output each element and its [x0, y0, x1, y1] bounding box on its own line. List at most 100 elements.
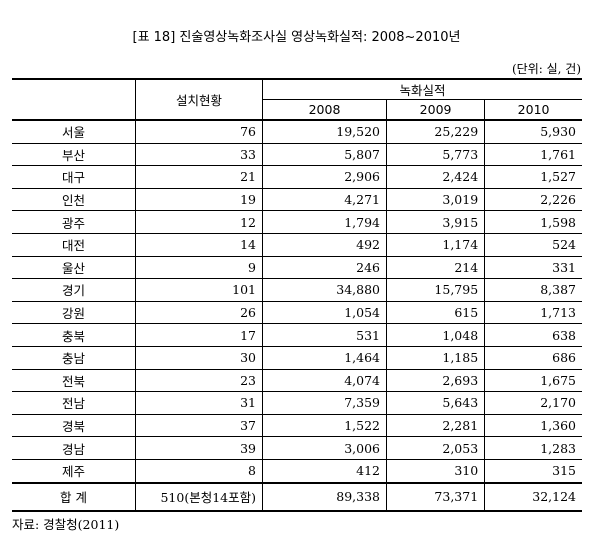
header-cell: 2010	[484, 99, 582, 121]
cell: 510(본청14포함)	[135, 481, 263, 512]
cell: 5,643	[385, 391, 486, 415]
cell: 412	[262, 458, 387, 484]
cell: 25,229	[385, 119, 486, 144]
row-label: 충북	[12, 323, 136, 347]
cell: 101	[135, 278, 263, 302]
total-row: 합 계 510(본청14포함) 89,338 73,371 32,124	[12, 481, 582, 512]
cell: 26	[135, 300, 263, 325]
cell: 2,170	[484, 391, 582, 415]
cell: 531	[262, 323, 387, 347]
cell: 21	[135, 165, 263, 189]
row-label: 제주	[12, 458, 136, 484]
cell: 17	[135, 323, 263, 347]
row-label: 전남	[12, 391, 136, 415]
data-row: 서울 76 19,520 25,229 5,930	[12, 119, 582, 144]
data-row: 제주 8 412 310 315	[12, 458, 582, 484]
cell: 1,598	[484, 210, 582, 234]
row-label: 대전	[12, 232, 136, 257]
data-row: 인천 19 4,271 3,019 2,226	[12, 187, 582, 212]
cell: 34,880	[262, 278, 387, 302]
cell: 3,019	[385, 187, 486, 212]
cell: 2,693	[385, 368, 486, 393]
data-row: 대구 21 2,906 2,424 1,527	[12, 165, 582, 189]
cell: 8,387	[484, 278, 582, 302]
row-label: 합 계	[12, 481, 136, 512]
cell: 2,226	[484, 187, 582, 212]
cell: 37	[135, 413, 263, 438]
row-label: 전북	[12, 368, 136, 393]
cell: 1,713	[484, 300, 582, 325]
cell: 214	[385, 255, 486, 280]
cell: 31	[135, 391, 263, 415]
cell: 5,807	[262, 142, 387, 167]
unit-note: (단위: 실, 건)	[511, 62, 581, 76]
cell: 1,522	[262, 413, 387, 438]
cell: 9	[135, 255, 263, 280]
cell: 1,527	[484, 165, 582, 189]
cell: 310	[385, 458, 486, 484]
cell: 331	[484, 255, 582, 280]
header-row: 2008 2009 2010	[12, 99, 582, 121]
cell: 32,124	[484, 481, 582, 512]
data-row: 부산 33 5,807 5,773 1,761	[12, 142, 582, 167]
data-row: 강원 26 1,054 615 1,713	[12, 300, 582, 325]
cell: 1,675	[484, 368, 582, 393]
cell: 30	[135, 345, 263, 370]
cell: 315	[484, 458, 582, 484]
cell: 524	[484, 232, 582, 257]
data-row: 울산 9 246 214 331	[12, 255, 582, 280]
table-body: 설치현황 녹화실적 2008 2009 2010 서울 76 19,520 25,22…	[12, 78, 582, 512]
cell: 19	[135, 187, 263, 212]
data-table: 설치현황 녹화실적 2008 2009 2010 서울 76 19,520 25,22…	[12, 78, 582, 512]
cell: 1,464	[262, 345, 387, 370]
cell: 1,185	[385, 345, 486, 370]
cell: 7,359	[262, 391, 387, 415]
cell: 5,773	[385, 142, 486, 167]
header-row: 설치현황 녹화실적	[12, 78, 582, 121]
cell: 1,360	[484, 413, 582, 438]
cell: 1,048	[385, 323, 486, 347]
row-label: 대구	[12, 165, 136, 189]
data-row: 경기 101 34,880 15,795 8,387	[12, 278, 582, 302]
row-label: 경기	[12, 278, 136, 302]
cell: 615	[385, 300, 486, 325]
cell: 1,761	[484, 142, 582, 167]
data-row: 전북 23 4,074 2,693 1,675	[12, 368, 582, 393]
data-row: 충남 30 1,464 1,185 686	[12, 345, 582, 370]
cell: 1,794	[262, 210, 387, 234]
row-label: 경북	[12, 413, 136, 438]
row-label: 경남	[12, 436, 136, 460]
data-row: 전남 31 7,359 5,643 2,170	[12, 391, 582, 415]
header-cell: 녹화실적	[262, 78, 582, 100]
cell: 4,271	[262, 187, 387, 212]
cell: 638	[484, 323, 582, 347]
row-label: 광주	[12, 210, 136, 234]
cell: 73,371	[385, 481, 486, 512]
row-label: 충남	[12, 345, 136, 370]
cell: 3,006	[262, 436, 387, 460]
row-label: 부산	[12, 142, 136, 167]
cell: 8	[135, 458, 263, 484]
source: 자료: 경찰청(2011)	[12, 517, 120, 532]
cell: 14	[135, 232, 263, 257]
row-label: 울산	[12, 255, 136, 280]
cell: 23	[135, 368, 263, 393]
data-row: 충북 17 531 1,048 638	[12, 323, 582, 347]
cell: 2,906	[262, 165, 387, 189]
cell: 39	[135, 436, 263, 460]
cell: 1,174	[385, 232, 486, 257]
cell: 19,520	[262, 119, 387, 144]
header-cell: 설치현황	[135, 78, 263, 121]
cell: 3,915	[385, 210, 486, 234]
cell: 2,424	[385, 165, 486, 189]
cell: 1,283	[484, 436, 582, 460]
cell: 686	[484, 345, 582, 370]
row-label: 서울	[12, 119, 136, 144]
row-label: 강원	[12, 300, 136, 325]
header-cell: 2009	[385, 99, 486, 121]
data-row: 경남 39 3,006 2,053 1,283	[12, 436, 582, 460]
cell: 89,338	[262, 481, 387, 512]
cell: 492	[262, 232, 387, 257]
header-cell	[12, 78, 136, 121]
header-cell: 2008	[262, 99, 387, 121]
